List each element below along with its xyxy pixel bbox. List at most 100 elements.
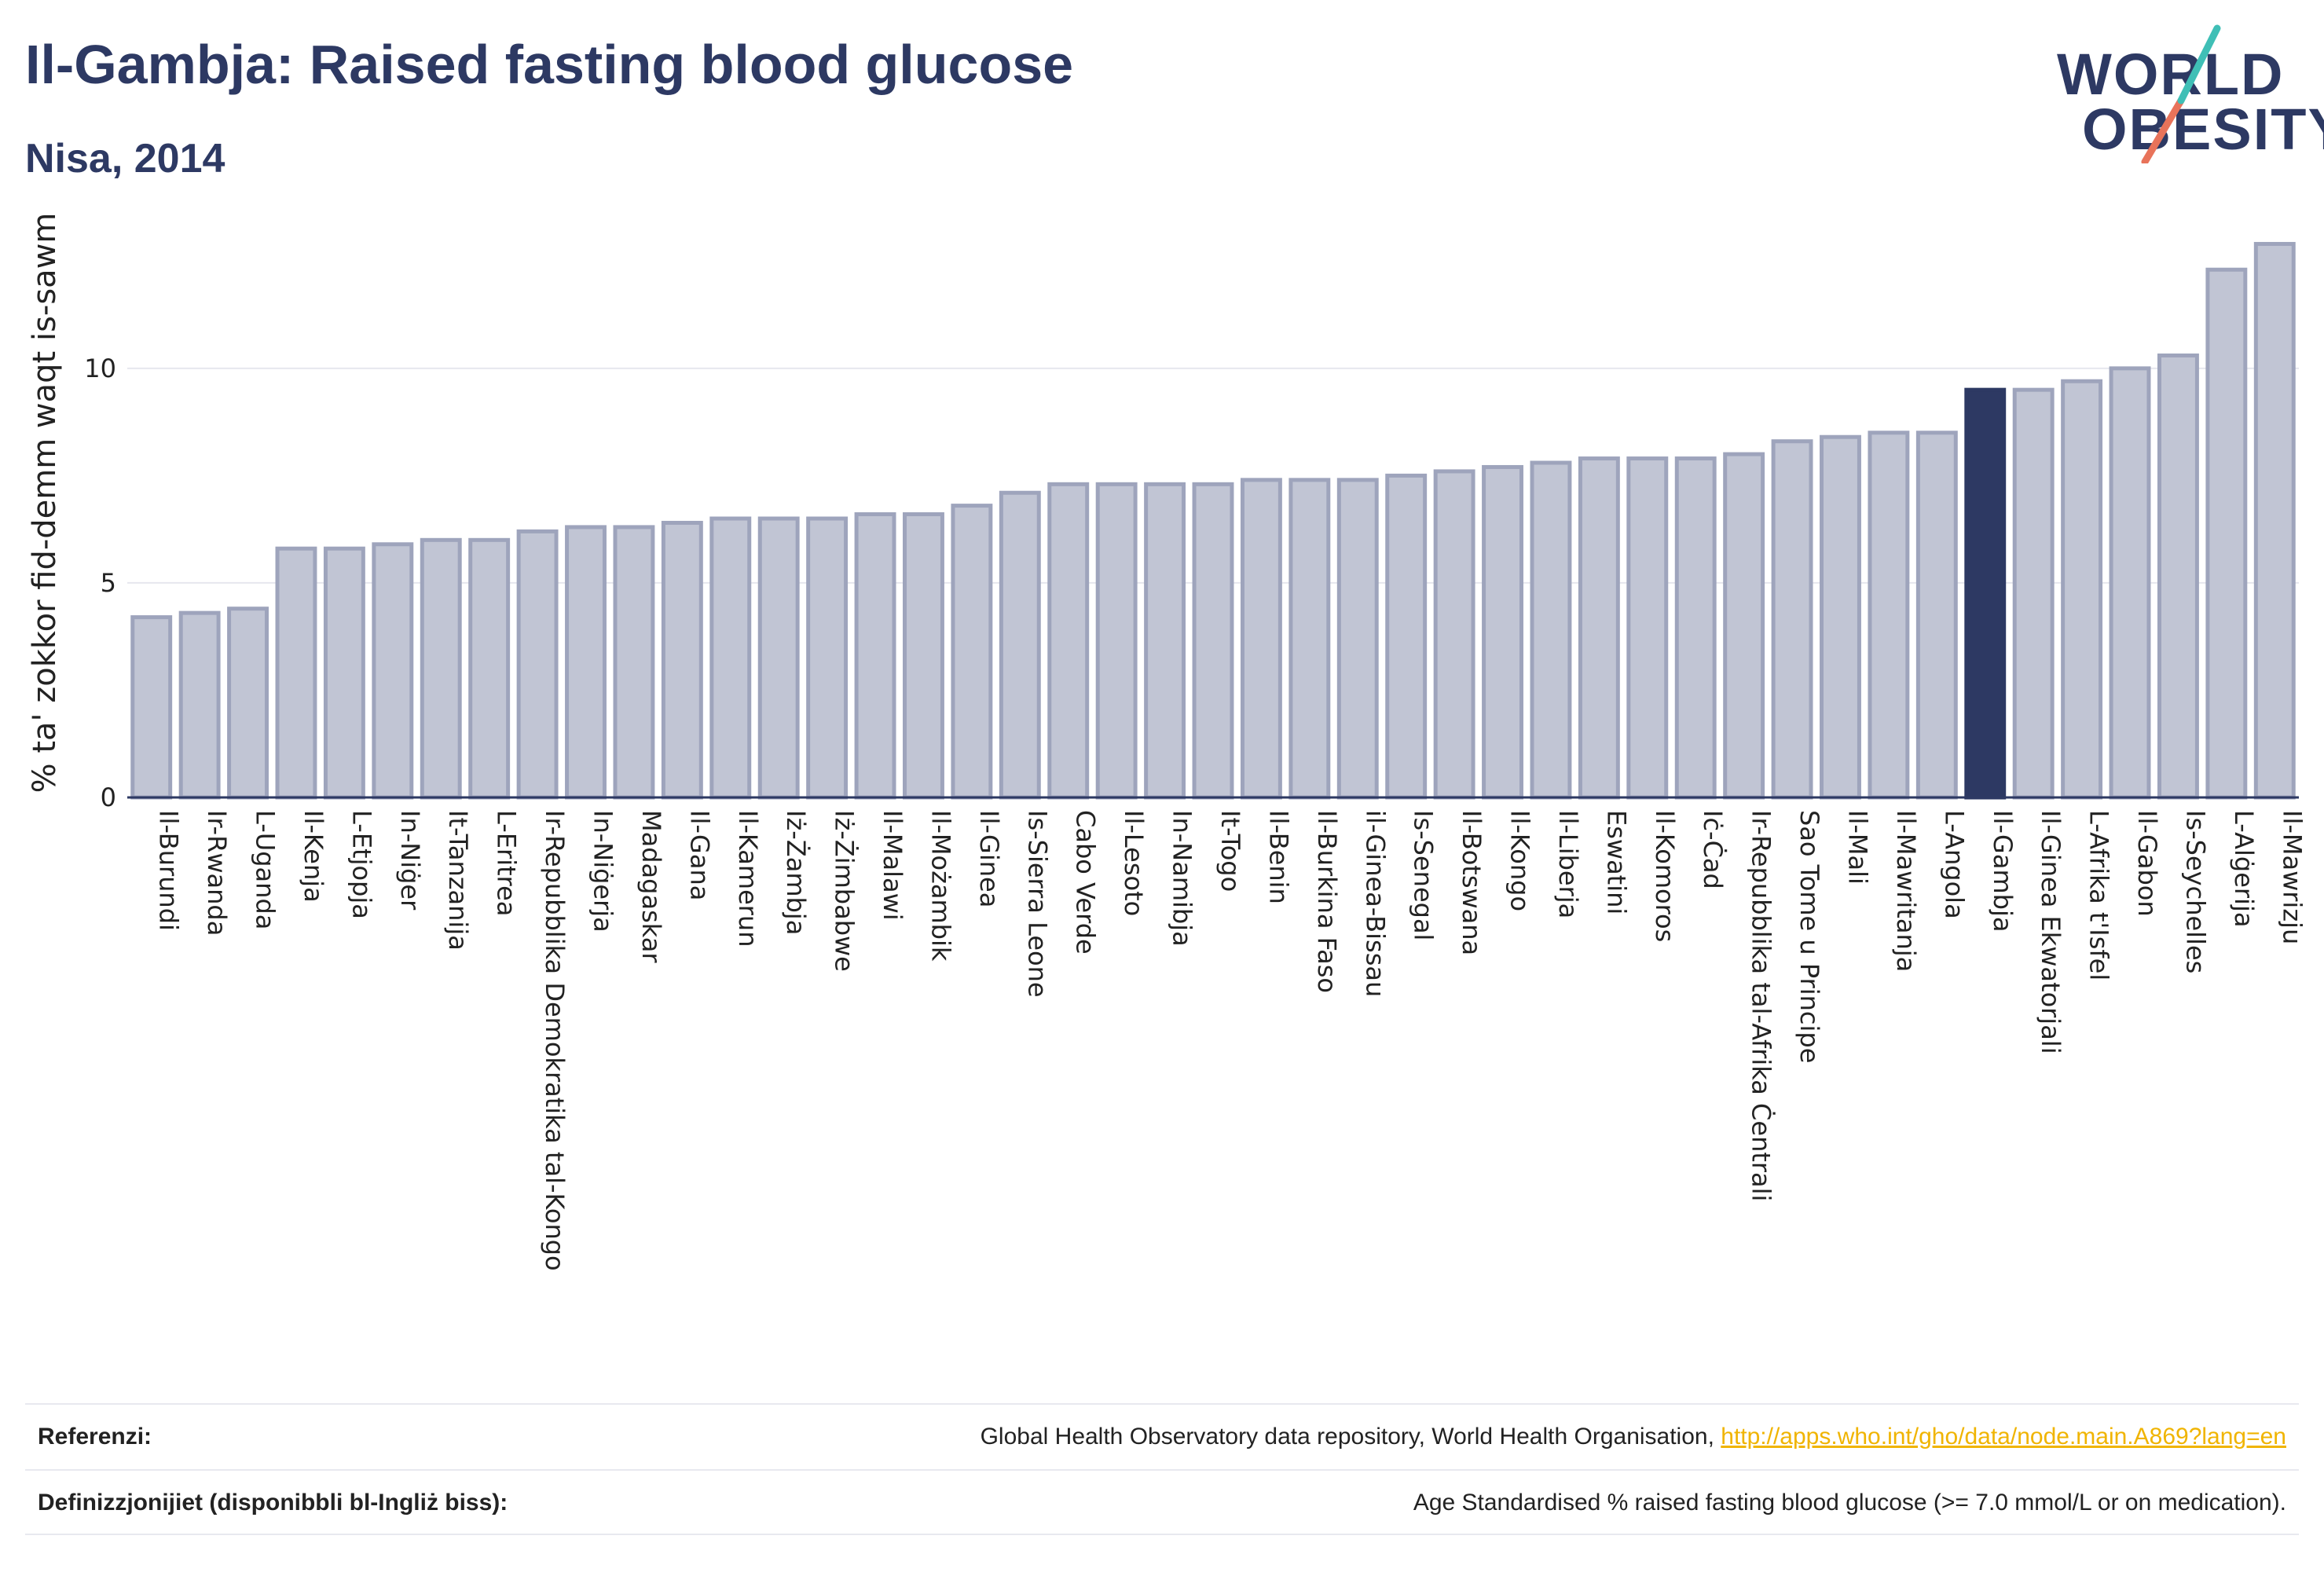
- world-obesity-logo: WORLD OBESITY: [2051, 22, 2324, 163]
- x-tick-label: Il-Kongo: [1505, 810, 1535, 911]
- x-tick-label: L-Eritrea: [492, 810, 522, 916]
- x-tick-label: Il-Gabon: [2132, 810, 2162, 917]
- x-tick-label: Madagaskar: [636, 810, 666, 963]
- y-tick-label: 0: [101, 783, 116, 812]
- bar: [1288, 478, 1331, 800]
- definitions-label: Definizzjonijiet (disponibbli bl-Ingliż …: [38, 1490, 508, 1516]
- bar: [130, 615, 173, 800]
- x-tick-label: L-Uganda: [251, 810, 280, 929]
- bar: [372, 542, 414, 800]
- x-tick-label: Is-Seychelles: [2180, 810, 2210, 973]
- bar: [951, 504, 993, 800]
- bar: [2109, 366, 2151, 800]
- x-tick-label: In-Niġer: [395, 810, 425, 911]
- x-tick-label: Il-Benin: [1263, 810, 1293, 904]
- x-tick-label: Il-Mali: [1842, 810, 1872, 885]
- bar: [1674, 456, 1717, 800]
- x-tick-label: Il-Gana: [684, 810, 714, 900]
- bar-chart: 0 5 10 Il-Burundi Ir-Rwanda L-Uganda Il-Kenja L…: [27, 213, 2307, 1271]
- bar: [1820, 434, 1861, 800]
- x-tick-label: Il-Burkina Faso: [1312, 810, 1342, 993]
- x-tick-label: Sao Tome u Principe: [1794, 810, 1824, 1063]
- bar: [1385, 473, 1428, 800]
- x-tick-label: Il-Ginea: [974, 810, 1004, 907]
- x-tick-label: Eswatini: [1601, 810, 1631, 914]
- bar: [2061, 379, 2103, 800]
- x-tick-label: Is-Senegal: [1409, 810, 1439, 940]
- x-tick-label: L-Afrika t'Isfel: [2084, 810, 2114, 980]
- x-tick-label: In-Niġerja: [588, 810, 618, 933]
- bar: [1336, 478, 1379, 800]
- x-tick-label: Iż-Żambja: [781, 810, 811, 935]
- x-tick-label: Ir-Repubblika Demokratika tal-Kongo: [540, 810, 570, 1271]
- x-tick-label: L-Angola: [1939, 810, 1969, 919]
- x-tick-label: It-Tanzanija: [443, 810, 473, 951]
- bar: [613, 525, 655, 800]
- bar-highlight: [1964, 387, 2007, 800]
- bar: [1144, 482, 1186, 800]
- references-value: Global Health Observatory data repositor…: [981, 1424, 2299, 1450]
- x-tick-label: Il-Komoros: [1650, 810, 1680, 942]
- bar: [709, 516, 752, 800]
- logo-line-1: WORLD: [2057, 42, 2285, 107]
- references-link[interactable]: http://apps.who.int/gho/data/node.main.A…: [1721, 1424, 2286, 1450]
- x-tick-label: Il-Botswana: [1457, 810, 1486, 955]
- bar: [661, 520, 703, 800]
- bar: [420, 537, 462, 800]
- bar: [2205, 267, 2248, 800]
- x-tick-label: Il-Kenja: [299, 810, 328, 903]
- x-tick-label: Il-Gambja: [1988, 810, 2018, 932]
- x-tick-label: Iż-Żimbabwe: [830, 810, 860, 972]
- bar: [1530, 460, 1572, 800]
- x-tick-label: Il-Burundi: [154, 810, 184, 931]
- x-tick-label: Il-Liberja: [1553, 810, 1583, 918]
- bar: [2253, 241, 2296, 800]
- references-text: Global Health Observatory data repositor…: [980, 1424, 1721, 1450]
- x-tick-label: Il-Kamerun: [733, 810, 763, 947]
- x-tick-label: Cabo Verde: [1071, 810, 1101, 955]
- bar: [227, 607, 269, 800]
- bar: [565, 525, 607, 800]
- y-tick-label: 10: [84, 354, 116, 383]
- x-tick-label: Ir-Rwanda: [202, 810, 232, 936]
- bar: [468, 537, 511, 800]
- bar: [806, 516, 849, 800]
- y-tick-label: 5: [101, 568, 116, 598]
- x-tick-label: Il-Możambik: [926, 810, 955, 962]
- bar: [1578, 456, 1620, 800]
- chart-subtitle: Nisa, 2014: [25, 136, 225, 181]
- x-tick-label: Iċ-Ċad: [1698, 810, 1728, 889]
- bar: [757, 516, 800, 800]
- bar: [323, 546, 365, 800]
- bar: [1868, 431, 1910, 800]
- bar: [1771, 439, 1813, 800]
- x-tick-label: Il-Lesoto: [1119, 810, 1149, 916]
- bar: [999, 490, 1041, 800]
- bar: [1626, 456, 1669, 800]
- references-row: Referenzi: Global Health Observatory dat…: [25, 1403, 2299, 1469]
- bar: [1433, 469, 1475, 800]
- footer-divider: [25, 1534, 2299, 1535]
- x-tick-label: It-Togo: [1215, 810, 1245, 892]
- x-tick-label: Il-Ginea Ekwatorjali: [2036, 810, 2066, 1054]
- bar: [903, 512, 944, 800]
- x-tick-label: L-Alġerija: [2229, 810, 2259, 927]
- bar: [178, 610, 221, 800]
- definitions-value: Age Standardised % raised fasting blood …: [1413, 1490, 2286, 1516]
- x-tick-label: Il-Mawritanja: [1891, 810, 1921, 972]
- bar: [1915, 431, 1958, 800]
- bar: [516, 529, 559, 800]
- bar: [2157, 353, 2199, 800]
- logo-slash-icon: [2141, 24, 2221, 163]
- bar: [2012, 387, 2055, 800]
- references-label: Referenzi:: [38, 1424, 152, 1450]
- y-axis-title: % ta' zokkor fid-demm waqt is-sawm: [27, 213, 63, 793]
- logo-line-2: OBESITY: [2082, 97, 2324, 162]
- bar: [1240, 478, 1282, 800]
- bar: [1482, 464, 1523, 800]
- bar: [1192, 482, 1234, 800]
- x-tick-label: L-Etjopja: [346, 810, 376, 919]
- bar: [1047, 482, 1090, 800]
- bar: [1723, 452, 1765, 800]
- x-tick-label: Ir-Repubblika tal-Afrika Ċentrali: [1747, 810, 1776, 1201]
